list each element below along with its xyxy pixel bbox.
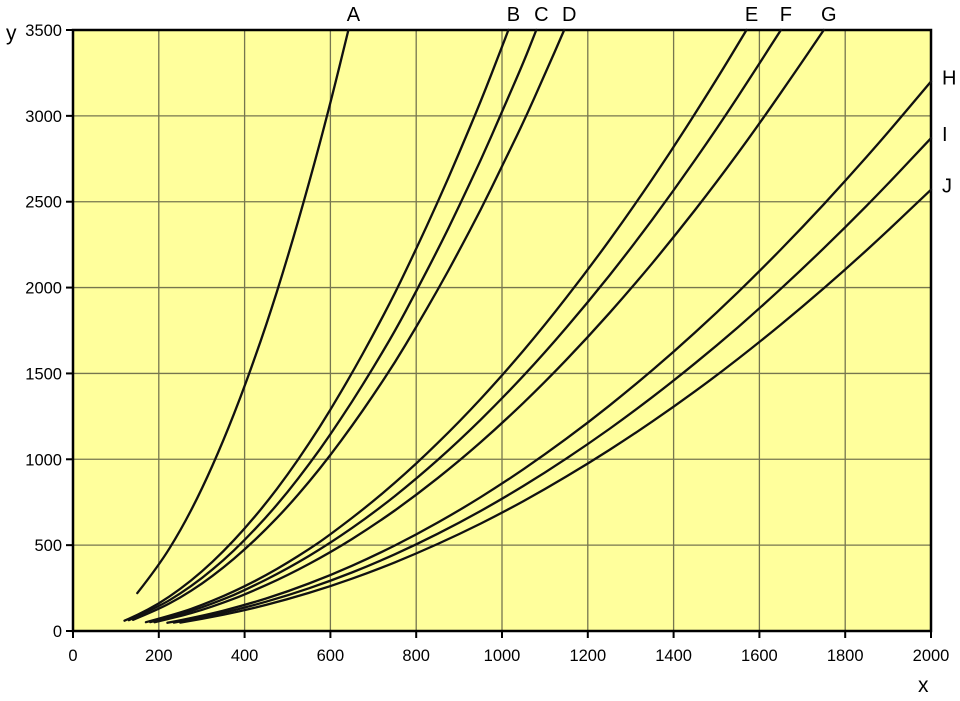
curve-F: [149, 28, 783, 624]
curve-H: [166, 80, 933, 624]
y-axis-title: y: [6, 22, 17, 45]
curve-I: [172, 137, 933, 624]
curve-label-F: F: [780, 4, 792, 26]
x-axis-title: x: [918, 674, 929, 697]
x-tick-label: 600: [317, 647, 345, 665]
curve-G: [153, 28, 825, 624]
y-tick-label: 2000: [25, 280, 62, 298]
x-tick-label: 1200: [569, 647, 606, 665]
y-tick-label: 1500: [25, 365, 62, 383]
curve-label-D: D: [562, 4, 576, 26]
y-tick-label: 1000: [25, 451, 62, 469]
plot-layer: 0 200 400 600 800 1000 1200 1400 1600 1800 2000 0 50…: [25, 4, 956, 665]
y-tick-label: 3500: [25, 22, 62, 40]
x-tick-label: 1400: [655, 647, 692, 665]
y-tick-label: 3000: [25, 108, 62, 126]
plot-border: [71, 28, 933, 633]
curve-E: [144, 28, 748, 624]
x-tick-label: 1000: [484, 647, 521, 665]
curve-J: [179, 188, 933, 624]
y-tick-label: 2500: [25, 194, 62, 212]
curve-label-I: I: [942, 124, 948, 146]
curve-label-G: G: [821, 4, 837, 26]
x-tick-label: 400: [231, 647, 259, 665]
curve-label-A: A: [347, 4, 361, 26]
x-tick-label: 800: [402, 647, 430, 665]
curve-A: [136, 28, 350, 595]
curve-label-B: B: [507, 4, 520, 26]
x-tick-label: 2000: [913, 647, 950, 665]
curve-B: [123, 28, 510, 622]
curve-label-J: J: [942, 176, 952, 198]
curve-D: [131, 28, 566, 621]
x-tick-label: 1600: [741, 647, 778, 665]
x-tick-label: 0: [68, 647, 77, 665]
curve-label-H: H: [942, 68, 956, 90]
x-tick-label: 200: [145, 647, 173, 665]
y-tick-label: 0: [53, 623, 62, 641]
curve-label-C: C: [534, 4, 548, 26]
curve-C: [127, 28, 538, 622]
x-tick-label: 1800: [827, 647, 864, 665]
curve-label-E: E: [745, 4, 758, 26]
y-tick-label: 500: [34, 537, 62, 555]
